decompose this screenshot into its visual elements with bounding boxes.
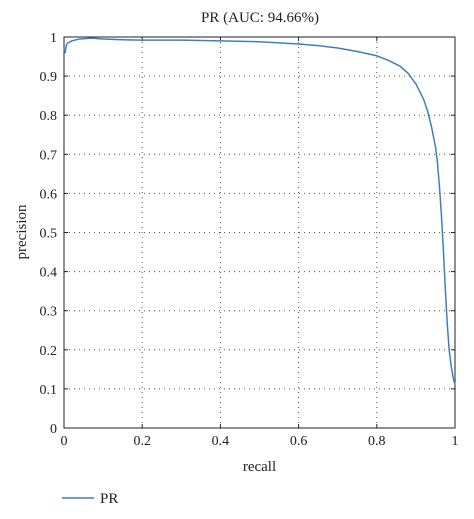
x-axis-label: recall — [243, 459, 276, 475]
series-line-pr — [63, 37, 456, 386]
x-tick-label: 0.4 — [212, 434, 230, 449]
chart-title: PR (AUC: 94.66%) — [201, 10, 319, 26]
y-tick-label: 0.6 — [40, 187, 58, 202]
y-tick-label: 0 — [50, 422, 57, 437]
axis-ticks: 0 0.2 0.4 0.6 0.8 1 0 0.1 0.2 0.3 0.4 0.5 0.6 0.7 0.8 0… — [40, 31, 459, 449]
series-layer — [63, 37, 456, 386]
y-tick-label: 0.8 — [40, 109, 58, 124]
y-tick-label: 0.9 — [40, 70, 58, 85]
y-tick-label: 0.2 — [40, 344, 58, 359]
y-tick-label: 0.3 — [40, 305, 58, 320]
x-tick-label: 0.8 — [368, 434, 386, 449]
y-axis-label: precision — [14, 204, 30, 259]
y-tick-label: 1 — [50, 31, 57, 46]
grid — [64, 37, 455, 428]
y-tick-label: 0.4 — [40, 266, 58, 281]
y-tick-label: 0.1 — [40, 383, 58, 398]
x-tick-label: 0.2 — [133, 434, 151, 449]
legend: PR — [62, 491, 118, 507]
x-tick-label: 0.6 — [290, 434, 308, 449]
y-tick-label: 0.7 — [40, 148, 58, 163]
legend-label-pr: PR — [100, 491, 118, 507]
x-tick-label: 1 — [452, 434, 459, 449]
y-tick-label: 0.5 — [40, 227, 58, 242]
x-tick-label: 0 — [61, 434, 68, 449]
